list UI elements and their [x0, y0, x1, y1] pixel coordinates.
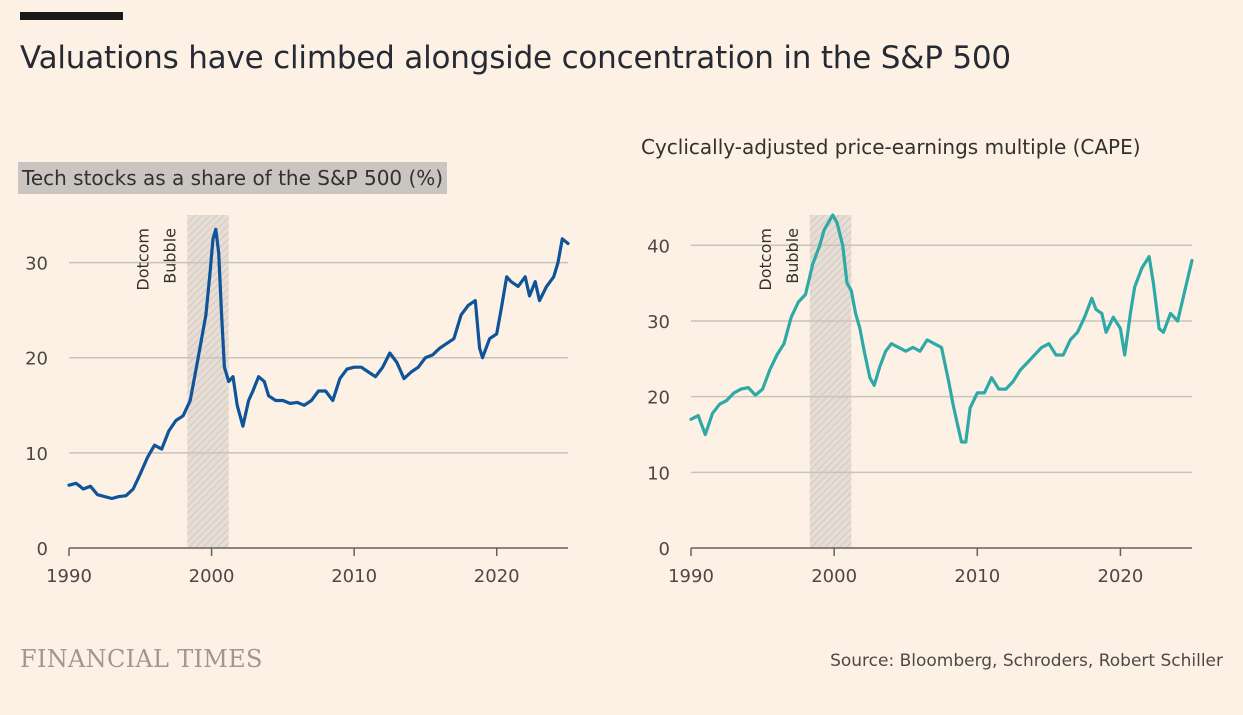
right-chart-title: Cyclically-adjusted price-earnings multi…	[641, 135, 1141, 159]
ft-brand-logo: FINANCIAL TIMES	[20, 645, 263, 673]
cape-y-tick-label: 30	[647, 312, 670, 333]
cape-y-tick-label: 20	[647, 388, 670, 409]
tech-y-tick-label: 20	[25, 349, 48, 370]
cape-dotcom-label: Bubble	[783, 228, 802, 284]
cape-x-tick-label: 1990	[668, 566, 714, 587]
cape-series-line	[689, 213, 1194, 444]
tech-series-line	[67, 227, 570, 501]
cape-x-tick-label: 2010	[954, 566, 1000, 587]
cape-dotcom-label: Dotcom	[756, 228, 775, 291]
tech-y-tick-label: 10	[25, 444, 48, 465]
tech-share-chart: 0 10 20 30 1990 2000 2010 2020 Dotcom Bubble	[25, 215, 570, 587]
tech-y-tick-label: 0	[37, 539, 48, 560]
tech-dotcom-label: Dotcom	[133, 228, 152, 291]
tech-x-tick-label: 2010	[331, 566, 377, 587]
tech-dotcom-label: Bubble	[160, 228, 179, 284]
cape-x-tick-label: 2000	[811, 566, 857, 587]
tech-y-tick-label: 30	[25, 254, 48, 275]
cape-x-tick-label: 2020	[1098, 566, 1144, 587]
ft-top-rule	[20, 12, 123, 20]
chart-headline: Valuations have climbed alongside concen…	[20, 40, 1011, 76]
tech-x-tick-label: 2020	[474, 566, 520, 587]
cape-y-tick-label: 40	[647, 236, 670, 257]
left-chart-title: Tech stocks as a share of the S&P 500 (%…	[18, 162, 448, 194]
cape-y-tick-label: 0	[659, 539, 670, 560]
cape-chart: 0 10 20 30 40 1990 2000 2010 2020 Dotcom Bubble	[647, 213, 1194, 587]
tech-x-tick-label: 2000	[189, 566, 235, 587]
cape-y-tick-label: 10	[647, 463, 670, 484]
tech-x-tick-label: 1990	[46, 566, 92, 587]
source-note: Source: Bloomberg, Schroders, Robert Sch…	[830, 651, 1223, 671]
